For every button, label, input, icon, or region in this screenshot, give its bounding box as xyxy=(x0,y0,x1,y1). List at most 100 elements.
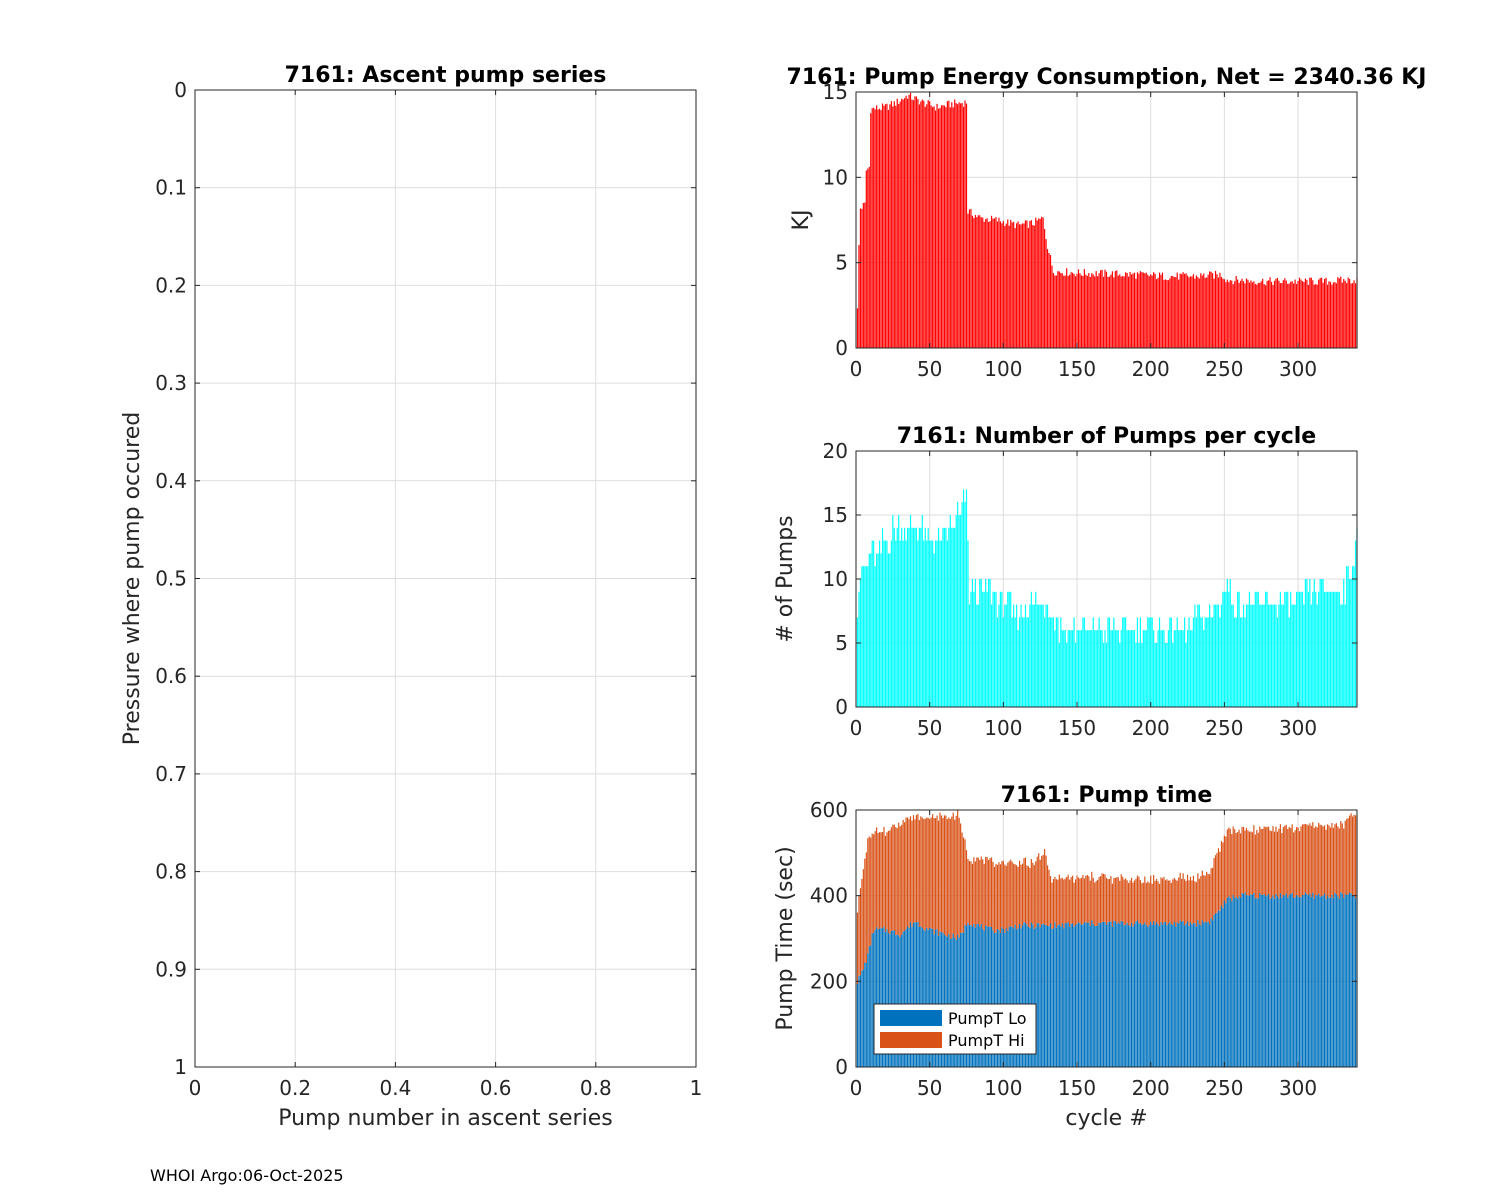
bar xyxy=(1200,273,1202,348)
bar-hi xyxy=(1119,880,1121,924)
bar-lo xyxy=(946,936,948,1067)
bar xyxy=(1066,268,1068,348)
bar-hi xyxy=(1288,826,1290,896)
x-tick-label: 300 xyxy=(1279,716,1317,740)
bar-lo xyxy=(1145,924,1147,1067)
bar xyxy=(1341,604,1343,707)
bar-hi xyxy=(1085,875,1087,923)
bar xyxy=(1334,282,1336,348)
bar xyxy=(1145,272,1147,348)
bar xyxy=(1197,276,1199,348)
bar-lo xyxy=(1016,929,1018,1067)
bar-lo xyxy=(1111,926,1113,1067)
bar-hi xyxy=(967,858,969,924)
bar-lo xyxy=(1024,922,1027,1067)
bar-lo xyxy=(1100,923,1102,1067)
bar-hi xyxy=(1063,879,1065,929)
bar xyxy=(1182,630,1184,707)
bar xyxy=(980,217,982,348)
bar-lo xyxy=(1023,922,1025,1067)
bar xyxy=(945,107,947,348)
bar-lo xyxy=(895,935,897,1067)
y-axis-label: KJ xyxy=(789,210,814,231)
bar-hi xyxy=(1241,826,1243,894)
bar xyxy=(1251,282,1253,348)
bar xyxy=(873,540,875,707)
bar-lo xyxy=(1163,922,1165,1067)
bar xyxy=(1306,279,1308,348)
bar-hi xyxy=(867,838,869,954)
bar-lo xyxy=(927,929,929,1067)
bar xyxy=(914,96,916,348)
bar-lo xyxy=(983,930,985,1067)
bar-lo xyxy=(954,937,956,1067)
bar xyxy=(1029,221,1031,348)
bar-hi xyxy=(955,815,957,940)
bar xyxy=(1353,566,1355,707)
bar-lo xyxy=(1331,894,1333,1067)
bar xyxy=(1297,591,1299,707)
bar-lo xyxy=(1166,925,1168,1067)
bar xyxy=(1198,604,1200,707)
bar-lo xyxy=(1216,912,1218,1067)
bar-lo xyxy=(1010,926,1012,1067)
bar xyxy=(1341,282,1343,348)
bar-lo xyxy=(964,924,966,1067)
bar-lo xyxy=(1038,923,1040,1067)
bar xyxy=(892,106,894,349)
bar xyxy=(970,591,972,707)
bar-lo xyxy=(1269,899,1271,1067)
bar-hi xyxy=(929,819,931,928)
bar-hi xyxy=(886,832,888,930)
bar xyxy=(884,540,887,707)
bar xyxy=(1074,276,1077,348)
bar-hi xyxy=(1073,882,1075,927)
bar-lo xyxy=(939,931,941,1067)
bar xyxy=(1298,277,1301,348)
bar xyxy=(1329,591,1332,707)
bar-hi xyxy=(1026,865,1028,925)
bar-lo xyxy=(979,926,981,1067)
bar xyxy=(895,105,897,348)
bar xyxy=(1229,280,1231,348)
bar-hi xyxy=(1222,842,1224,908)
bar xyxy=(1138,273,1140,348)
bar-lo xyxy=(1066,923,1068,1067)
bar xyxy=(1021,223,1024,348)
bar-hi xyxy=(1166,879,1168,926)
bar-hi xyxy=(1229,828,1231,898)
bar-lo xyxy=(1328,897,1330,1067)
bar-hi xyxy=(1029,867,1031,928)
bar xyxy=(1176,617,1178,707)
bar-lo xyxy=(992,930,994,1067)
bar xyxy=(1004,604,1006,707)
bar xyxy=(958,515,960,707)
bar xyxy=(1153,630,1155,707)
bar-lo xyxy=(986,926,988,1067)
bar xyxy=(1010,219,1012,348)
bar-lo xyxy=(878,928,881,1067)
bar-lo xyxy=(989,926,991,1067)
bar-hi xyxy=(861,878,863,971)
bar-lo xyxy=(1237,898,1239,1067)
bar-hi xyxy=(899,826,901,938)
bar xyxy=(1253,281,1255,348)
bar-hi xyxy=(940,815,943,933)
bar xyxy=(1223,279,1225,348)
bar xyxy=(912,100,915,348)
bar xyxy=(1326,591,1329,707)
x-axis-label: Pump number in ascent series xyxy=(278,1106,612,1131)
bar-hi xyxy=(1074,879,1077,926)
bar-lo xyxy=(1235,896,1237,1067)
bar xyxy=(995,591,997,707)
bar-lo xyxy=(1082,924,1084,1067)
bar xyxy=(1204,277,1206,348)
x-tick-label: 300 xyxy=(1279,1076,1317,1100)
bar-hi xyxy=(1046,865,1049,927)
bar xyxy=(974,214,976,348)
bar xyxy=(1061,630,1063,707)
bar xyxy=(988,221,990,348)
bar xyxy=(951,527,953,707)
bar xyxy=(1229,579,1231,707)
bar xyxy=(1113,617,1115,707)
